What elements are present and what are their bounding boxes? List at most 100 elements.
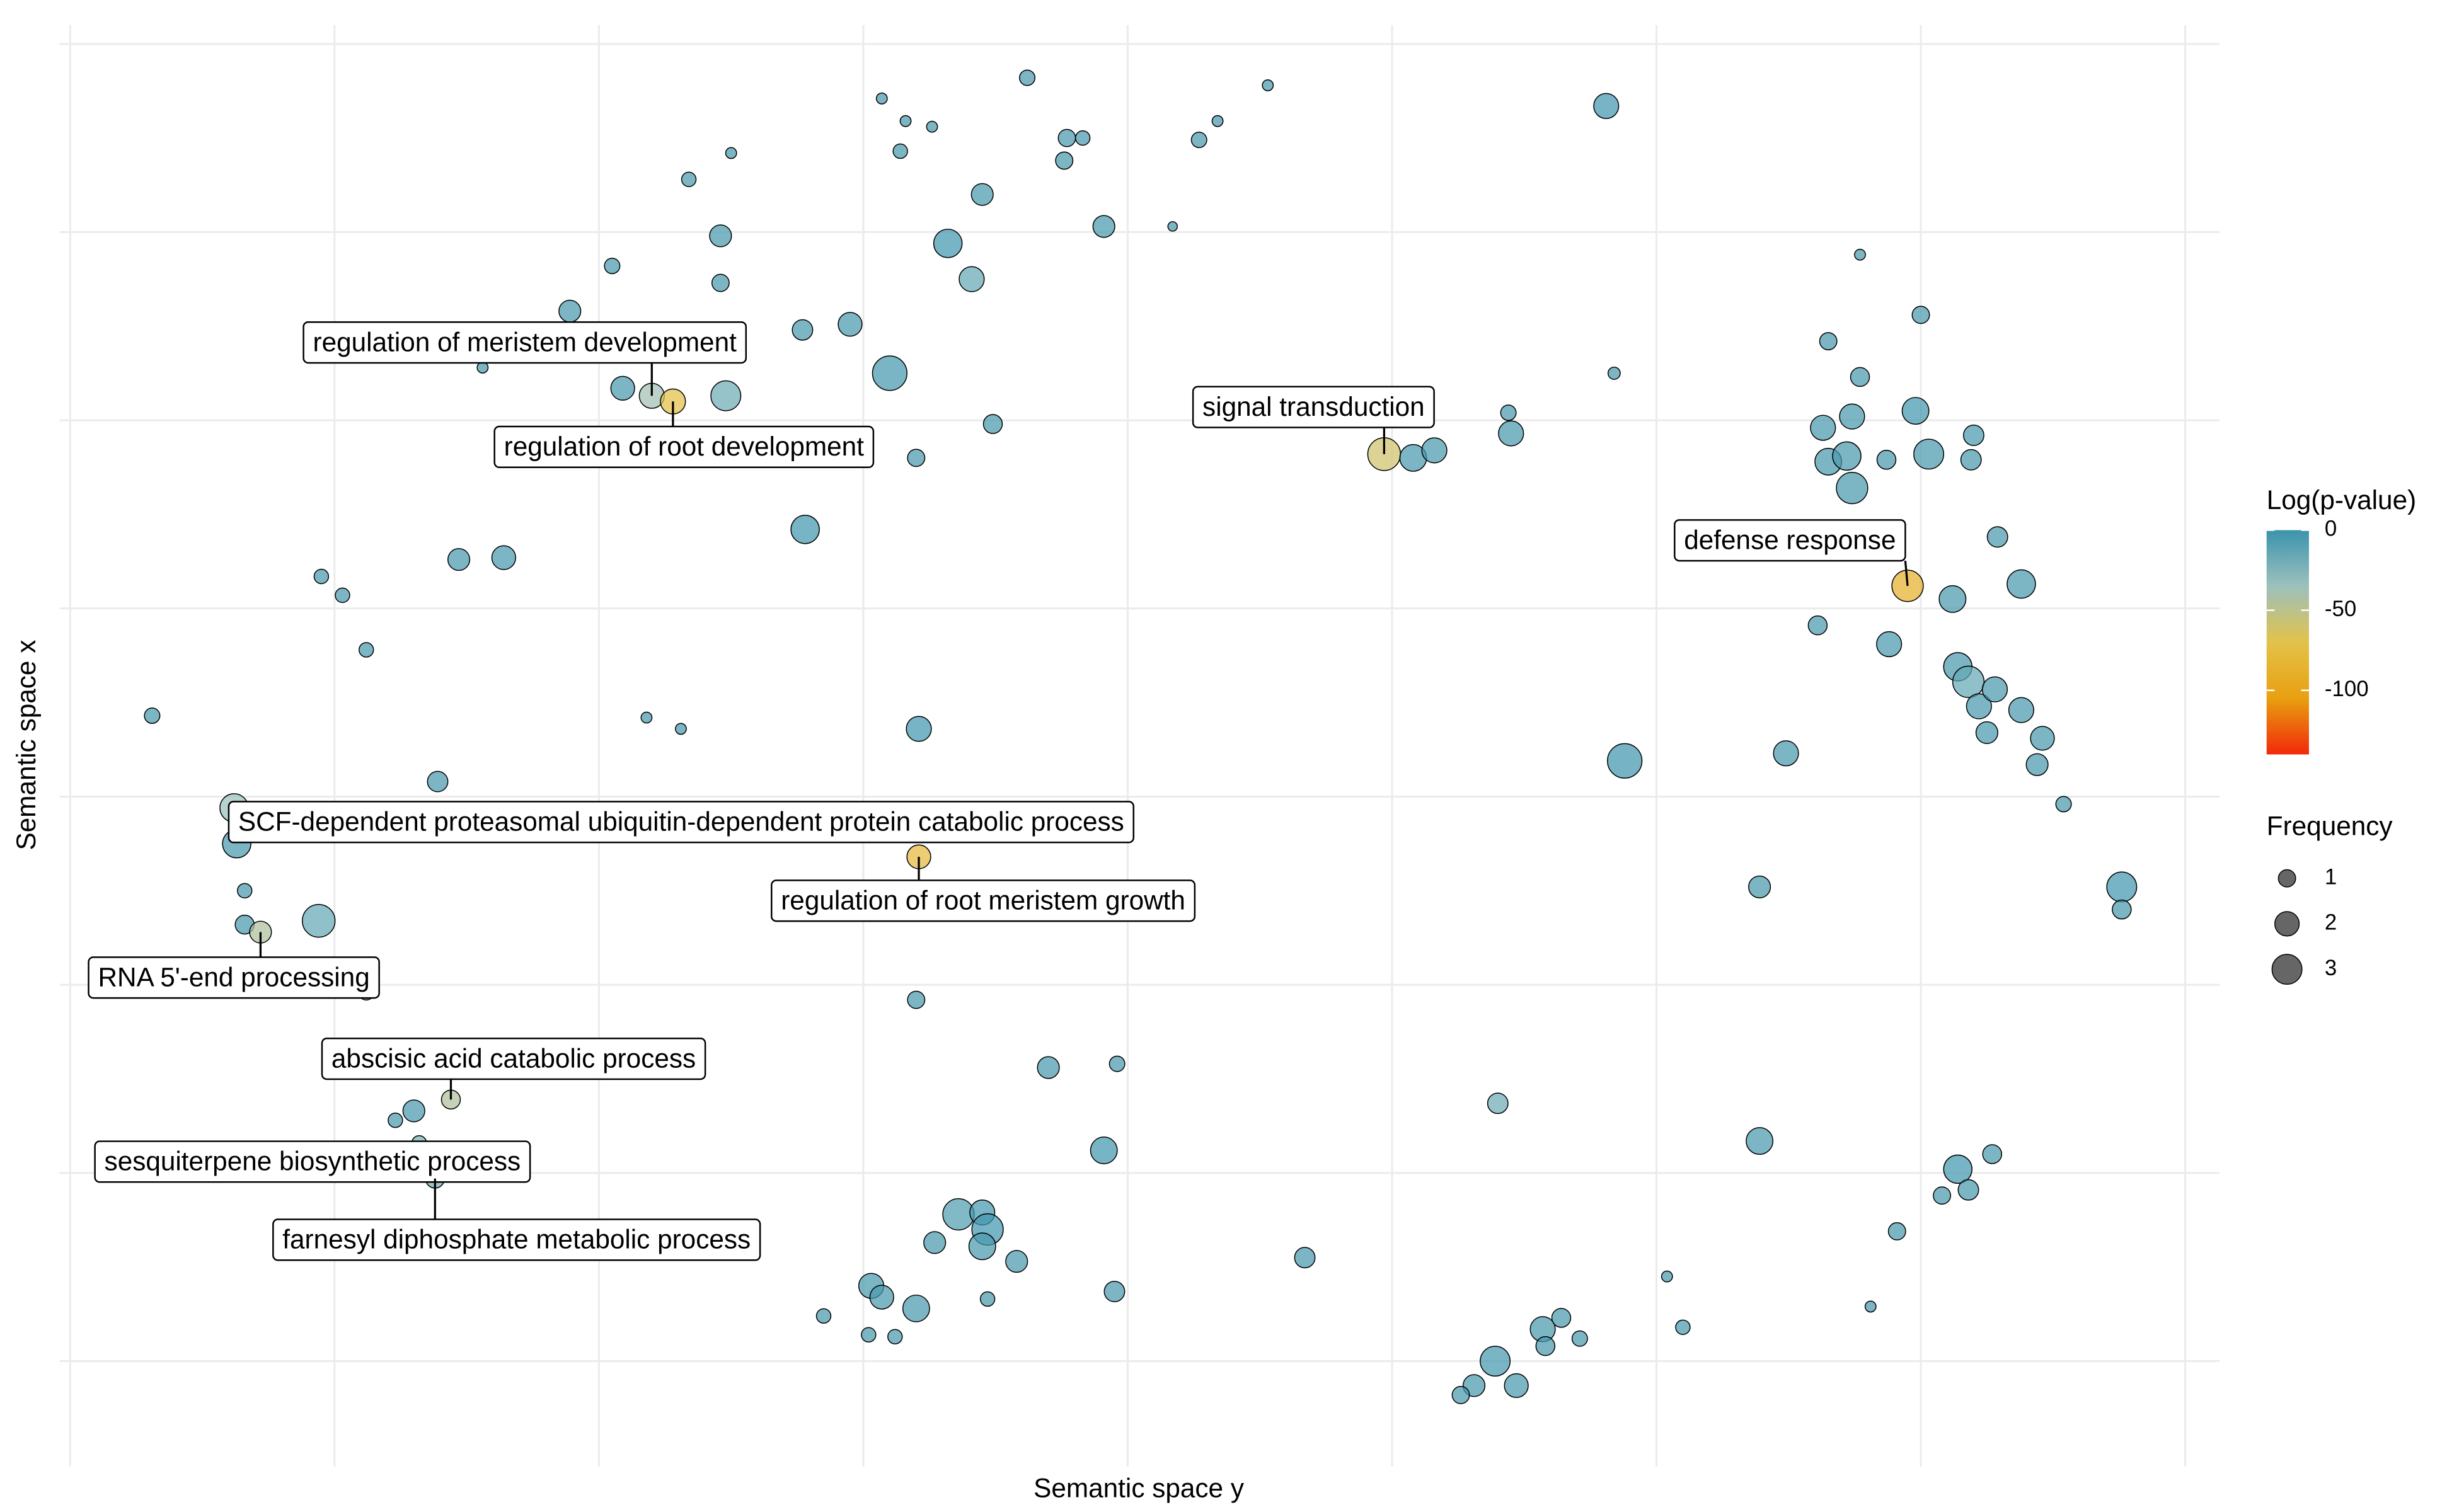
size-key (2274, 911, 2300, 937)
point (725, 147, 737, 159)
label-box (771, 879, 1196, 922)
point (1190, 132, 1207, 149)
point (1103, 1281, 1126, 1302)
point (1933, 1186, 1952, 1205)
points (144, 69, 2138, 1404)
size-label: 1 (2325, 864, 2337, 889)
point (1037, 1056, 1060, 1079)
point (1005, 1250, 1028, 1273)
point (237, 883, 253, 899)
point (872, 355, 908, 391)
annotation: signal transduction (1192, 386, 1435, 454)
point (1108, 1055, 1126, 1072)
point (491, 545, 516, 570)
point (1074, 130, 1091, 146)
point-label: regulation of root meristem growth (781, 885, 1185, 915)
point (335, 587, 350, 604)
annotation: regulation of root development (493, 401, 875, 469)
label-box (94, 1140, 531, 1183)
point (1551, 1308, 1572, 1328)
point (869, 1285, 894, 1310)
label-box (302, 321, 747, 364)
point (1211, 115, 1224, 127)
point (933, 229, 963, 258)
point (982, 414, 1003, 434)
point (926, 120, 938, 133)
point (906, 716, 932, 742)
point (1090, 1137, 1118, 1164)
point (1807, 615, 1828, 636)
label-box (321, 1038, 706, 1080)
point (1748, 875, 1771, 898)
point (1451, 1385, 1470, 1404)
annotation: regulation of meristem development (302, 321, 747, 396)
point (558, 299, 582, 323)
point (959, 266, 985, 292)
label-box (493, 425, 875, 469)
point-label: signal transduction (1202, 392, 1425, 421)
point (792, 319, 814, 341)
label-box (1674, 519, 1906, 562)
point (1675, 1319, 1691, 1335)
point (2106, 871, 2138, 903)
point (1262, 79, 1274, 91)
color-legend-title: Log(p-value) (2267, 485, 2416, 515)
label-box (272, 1218, 761, 1261)
point (1498, 420, 1524, 447)
point (1746, 1127, 1774, 1155)
point (923, 1231, 947, 1254)
point (1593, 93, 1620, 119)
point (1975, 721, 1998, 744)
point (1887, 1222, 1906, 1240)
point (790, 515, 820, 544)
colorbar (2266, 530, 2309, 755)
point (2008, 697, 2035, 723)
point (640, 711, 653, 724)
point-label: SCF-dependent proteasomal ubiquitin-depe… (238, 806, 1124, 836)
point (1981, 676, 2008, 702)
point (861, 1327, 877, 1343)
point-label: regulation of root development (504, 432, 865, 461)
point (1092, 215, 1115, 238)
point (1607, 743, 1643, 779)
point (675, 723, 687, 735)
y-axis-title: Semantic space x (11, 640, 41, 850)
point (2007, 569, 2036, 599)
label-box (1192, 386, 1435, 428)
point (1057, 129, 1076, 147)
point (1421, 437, 1448, 464)
point (1966, 693, 1992, 719)
size-key (2277, 869, 2296, 888)
point-label: defense response (1684, 525, 1896, 554)
point (899, 115, 912, 127)
point (2055, 796, 2072, 813)
point (1607, 366, 1621, 380)
annotation: abscisic acid catabolic process (321, 1038, 706, 1100)
point (1055, 151, 1074, 170)
point (968, 1232, 996, 1261)
size-key (2271, 954, 2303, 985)
point (1294, 1247, 1316, 1269)
point (604, 258, 621, 275)
size-label: 3 (2325, 956, 2337, 980)
point (1819, 332, 1838, 351)
x-axis-title: Semantic space y (1033, 1473, 1245, 1503)
point (1854, 248, 1866, 261)
point (1850, 367, 1870, 387)
point (313, 568, 330, 585)
point (144, 707, 161, 724)
label-box (227, 801, 1135, 844)
point (1810, 415, 1836, 441)
point (1487, 1092, 1509, 1114)
leader-line (1904, 560, 1909, 587)
point (1986, 526, 2008, 548)
point (359, 642, 374, 658)
point (838, 312, 863, 337)
point (388, 1113, 403, 1128)
point (907, 990, 926, 1009)
point (875, 92, 888, 105)
legend: 0 -50 -100 1 2 3 (2266, 517, 2369, 985)
point (610, 375, 635, 401)
point (979, 1291, 996, 1307)
point (1836, 471, 1868, 505)
